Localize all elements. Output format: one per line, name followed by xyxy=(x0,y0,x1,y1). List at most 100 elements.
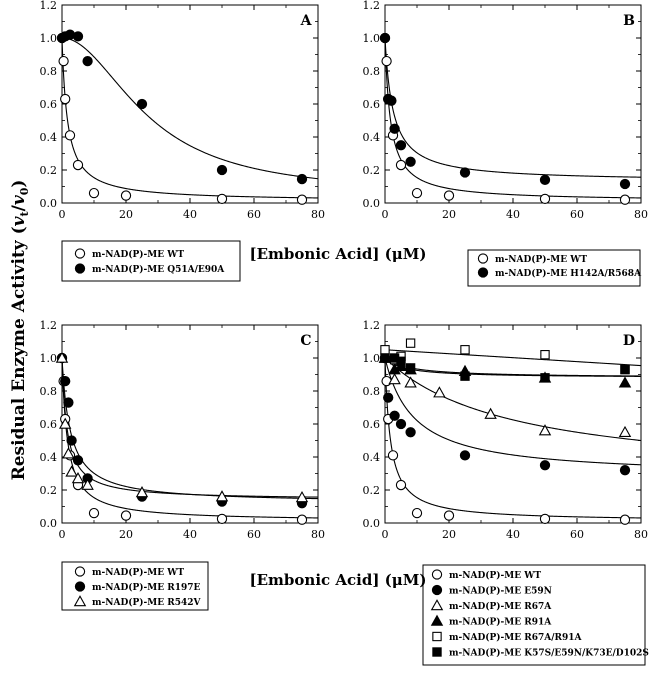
fit-curve xyxy=(385,39,641,178)
data-point xyxy=(65,465,78,477)
data-point xyxy=(619,514,631,525)
data-point xyxy=(411,187,423,199)
y-tick-label: 1.2 xyxy=(363,319,381,332)
data-point xyxy=(395,159,407,171)
legend-label: m-NAD(P)-ME R67A xyxy=(449,601,552,612)
x-axis-title-top: [Embonic Acid] (μM) xyxy=(250,245,427,263)
data-point xyxy=(64,130,76,141)
legend-label: m-NAD(P)-ME WT xyxy=(92,249,184,260)
fit-curve xyxy=(62,359,318,500)
y-tick-label: 1.0 xyxy=(40,32,58,45)
legend-marker xyxy=(477,253,489,264)
y-tick-label: 1.2 xyxy=(363,0,381,12)
data-point xyxy=(389,123,400,134)
legend-marker xyxy=(477,267,489,278)
data-point xyxy=(383,392,394,403)
y-axis-title-prefix: Residual Enzyme Activity ( xyxy=(9,226,29,480)
x-tick-label: 60 xyxy=(570,208,584,221)
data-point xyxy=(443,510,455,521)
x-tick-label: 20 xyxy=(442,528,456,541)
data-point xyxy=(460,345,470,355)
y-axis-title-v0-sub: 0 xyxy=(18,187,31,195)
x-tick-label: 80 xyxy=(311,528,325,541)
data-point xyxy=(386,95,397,106)
data-point xyxy=(459,450,471,461)
y-tick-label: 0.8 xyxy=(363,385,381,398)
panel-a: 0.0 0.2 0.4 0.6 0.8 1.0 1.2 0 20 40 60 80 A xyxy=(40,0,326,221)
data-point xyxy=(405,363,416,373)
data-point xyxy=(459,167,471,178)
legend-marker xyxy=(431,584,443,596)
x-tick-label: 20 xyxy=(119,528,133,541)
panel-letter: C xyxy=(300,333,311,349)
x-tick-label: 40 xyxy=(183,528,197,541)
y-tick-label: 0.6 xyxy=(40,98,58,111)
data-point xyxy=(62,447,75,459)
data-point xyxy=(135,486,149,498)
y-axis-title-vt-sub: t xyxy=(18,210,31,216)
data-point xyxy=(396,356,406,366)
data-point xyxy=(395,418,407,430)
data-point xyxy=(619,465,631,476)
y-tick-label: 0.2 xyxy=(40,484,58,497)
legend-label: m-NAD(P)-ME K57S/E59N/K73E/D102S xyxy=(449,648,649,659)
data-point xyxy=(618,376,632,388)
data-point xyxy=(120,510,132,521)
legend-label: m-NAD(P)-ME R67A/R91A xyxy=(449,632,583,643)
fit-curve xyxy=(62,37,318,180)
data-point xyxy=(539,513,551,525)
legend-marker xyxy=(430,614,444,626)
y-axis-title-end: ) xyxy=(9,180,29,188)
fit-curve xyxy=(385,39,641,199)
panel-d: 0.0 0.2 0.4 0.6 0.8 1.0 1.2 0 20 40 60 80 D xyxy=(363,319,649,541)
legend-label: m-NAD(P)-ME WT xyxy=(449,570,541,581)
data-point xyxy=(539,460,551,471)
fit-curve xyxy=(385,357,641,377)
legend-panel-c: m-NAD(P)-ME WT m-NAD(P)-ME R197E m-NAD(P)-… xyxy=(61,561,209,611)
legend-marker xyxy=(74,248,86,259)
data-point xyxy=(216,513,228,525)
legend-marker xyxy=(73,595,87,607)
plot-frame xyxy=(61,324,319,524)
data-point xyxy=(405,427,416,438)
x-tick-label: 20 xyxy=(442,208,456,221)
data-point xyxy=(538,424,552,436)
data-point xyxy=(618,425,632,438)
y-tick-label: 0.4 xyxy=(40,451,58,464)
x-tick-label: 60 xyxy=(247,208,261,221)
data-point xyxy=(216,193,228,205)
data-point xyxy=(540,373,550,383)
data-point xyxy=(60,93,71,105)
data-point xyxy=(58,417,72,429)
data-point xyxy=(389,410,400,421)
data-point xyxy=(395,140,407,151)
x-tick-label: 0 xyxy=(382,528,389,541)
panel-letter: D xyxy=(623,333,635,349)
panel-letter: B xyxy=(623,13,635,29)
data-point xyxy=(433,386,446,398)
data-point xyxy=(619,194,631,205)
data-point xyxy=(405,156,416,167)
data-point xyxy=(619,178,631,190)
data-point xyxy=(379,32,391,44)
legend-panel-d: m-NAD(P)-ME WT m-NAD(P)-ME E59N m-NAD(P)-M… xyxy=(422,564,649,666)
legend-panel-a: m-NAD(P)-ME WT m-NAD(P)-ME Q51A/E90A xyxy=(61,240,241,282)
y-tick-label: 1.0 xyxy=(363,32,381,45)
y-tick-label: 0.4 xyxy=(363,451,381,464)
x-tick-label: 80 xyxy=(311,208,325,221)
data-point xyxy=(296,194,308,205)
data-point xyxy=(296,514,308,525)
panel-c: 0.0 0.2 0.4 0.6 0.8 1.0 1.2 0 20 40 60 80 C xyxy=(40,319,326,541)
data-point xyxy=(58,55,69,67)
x-tick-label: 80 xyxy=(634,208,648,221)
y-axis-title-v0: v xyxy=(9,194,29,205)
data-point xyxy=(404,376,417,388)
y-tick-label: 1.2 xyxy=(40,0,58,12)
plot-frame xyxy=(384,324,642,524)
data-point xyxy=(539,193,551,205)
x-tick-label: 40 xyxy=(506,208,520,221)
fit-curve xyxy=(385,359,641,519)
y-tick-label: 0.0 xyxy=(363,197,381,210)
x-tick-label: 40 xyxy=(506,528,520,541)
y-tick-label: 0.4 xyxy=(363,131,381,144)
